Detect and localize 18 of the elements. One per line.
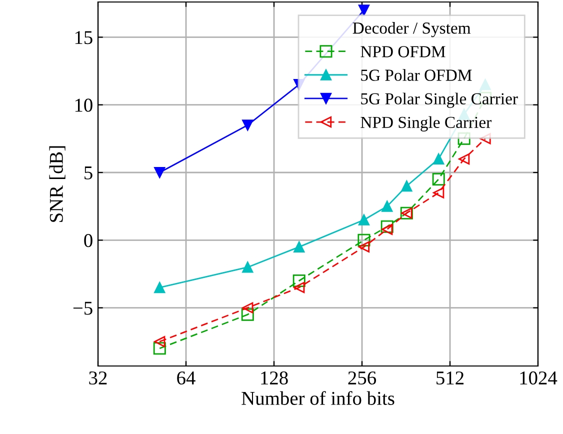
y-tick-label: −5 bbox=[73, 302, 92, 315]
legend-label: 5G Polar OFDM bbox=[361, 69, 472, 81]
x-tick-label: 128 bbox=[261, 371, 288, 385]
x-tick-label: 256 bbox=[348, 371, 376, 385]
y-tick-label: 5 bbox=[84, 166, 92, 180]
legend-label: NPD OFDM bbox=[360, 46, 446, 58]
y-axis-title: SNR [dB] bbox=[49, 146, 66, 222]
y-tick-label: 0 bbox=[84, 234, 92, 248]
legend-label: 5G Polar Single Carrier bbox=[361, 92, 518, 108]
x-tick-label: 1024 bbox=[520, 371, 558, 385]
x-axis-title: Number of info bits bbox=[242, 391, 394, 405]
x-tick-label: 64 bbox=[177, 371, 196, 385]
y-tick-label: 15 bbox=[75, 31, 92, 44]
y-tick-label: 10 bbox=[75, 98, 92, 112]
x-tick-label: 32 bbox=[89, 371, 107, 385]
x-tick-label: 512 bbox=[436, 371, 464, 385]
legend-title: Decoder / System bbox=[352, 22, 471, 38]
legend-label: NPD Single Carrier bbox=[360, 116, 492, 132]
